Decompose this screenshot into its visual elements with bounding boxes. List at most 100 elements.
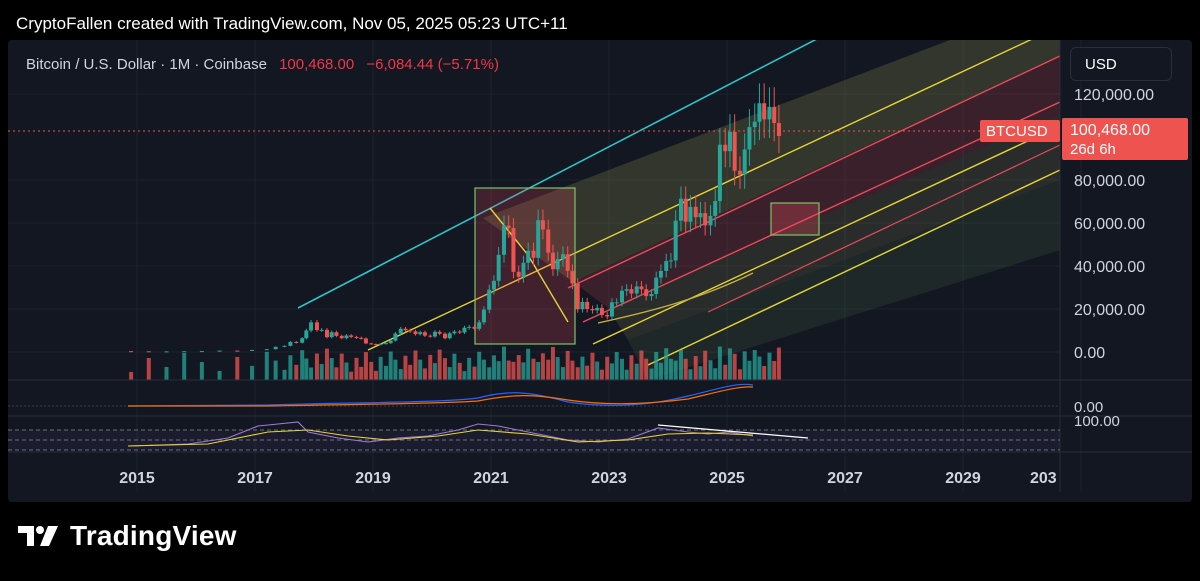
price-tag-countdown: 26d 6h <box>1070 141 1116 158</box>
candle <box>349 335 354 337</box>
x-axis[interactable]: 2015 2017 2019 2021 2023 2025 2027 2029 203 <box>119 470 1057 487</box>
candle <box>703 213 708 226</box>
candle <box>639 286 644 290</box>
price-tag-symbol-bg <box>980 120 1060 142</box>
candle <box>599 307 604 316</box>
volume-bar <box>752 350 757 380</box>
candle <box>526 250 531 263</box>
volume-bar <box>673 360 678 380</box>
volume-bar <box>334 367 339 380</box>
candle <box>570 270 575 284</box>
volume-layer <box>129 346 781 380</box>
candle <box>772 106 777 124</box>
candle <box>546 229 551 253</box>
y-tick-label: 20,000.00 <box>1074 302 1145 319</box>
volume-bar <box>491 355 496 380</box>
channel-fill-bottom <box>628 180 1060 380</box>
volume-bar <box>300 350 305 380</box>
legend-change: −6,084.44 (−5.71%) <box>366 56 499 73</box>
candle <box>452 331 457 334</box>
volume-bar <box>585 365 590 380</box>
candle <box>442 333 447 339</box>
volume-bar <box>550 346 555 380</box>
rsi-ma-line <box>127 429 754 447</box>
candle <box>757 103 762 122</box>
candles-layer <box>129 83 781 353</box>
candle <box>580 301 585 310</box>
volume-bar <box>678 349 683 380</box>
candle <box>314 322 319 331</box>
chart-panel[interactable]: 0.00 100.00 120,000.00 80,000.00 60,000.00… <box>8 40 1192 502</box>
volume-bar <box>452 353 457 380</box>
candle <box>472 326 477 329</box>
candle <box>487 289 492 310</box>
volume-bar <box>324 348 329 380</box>
candle <box>182 351 187 353</box>
chart-svg[interactable]: 0.00 100.00 120,000.00 80,000.00 60,000.00… <box>8 40 1192 502</box>
rsi-line <box>127 421 754 447</box>
candle <box>506 225 511 228</box>
volume-bar <box>447 367 452 380</box>
volume-bar <box>772 361 777 380</box>
volume-bar <box>649 368 654 380</box>
volume-bar <box>329 358 334 380</box>
candle <box>673 220 678 261</box>
candle <box>477 322 482 329</box>
volume-bar <box>776 347 781 380</box>
volume-bar <box>595 361 600 380</box>
rsi-divergence-line <box>657 424 809 439</box>
volume-bar <box>250 365 255 380</box>
candle <box>609 302 614 317</box>
tradingview-logo-icon <box>18 526 58 546</box>
grid <box>8 40 1082 492</box>
candle <box>678 198 683 221</box>
channel-red-line-3 <box>707 144 1060 313</box>
volume-bar <box>349 371 354 380</box>
candle <box>354 336 359 338</box>
tradingview-logo[interactable]: TradingView <box>18 520 237 552</box>
x-tick-label: 2019 <box>355 470 391 487</box>
candle <box>727 131 732 152</box>
volume-bar <box>590 352 595 380</box>
volume-bar <box>294 364 299 380</box>
currency-button[interactable]: USD <box>1070 47 1172 81</box>
volume-bar <box>354 357 359 380</box>
channel-top-cyan-line <box>297 40 817 309</box>
price-tag: BTCUSD 100,468.00 26d 6h <box>980 118 1188 160</box>
volume-bar <box>393 359 398 380</box>
volume-bar <box>742 351 747 380</box>
macd-signal-line <box>128 386 754 407</box>
candle <box>664 261 669 271</box>
volume-bar <box>363 352 368 380</box>
volume-bar <box>658 362 663 380</box>
y-axis[interactable]: 120,000.00 80,000.00 60,000.00 40,000.00 20,… <box>1074 87 1154 362</box>
candle <box>732 131 737 171</box>
x-tick-label: 203 <box>1030 470 1057 487</box>
candle <box>378 343 383 345</box>
candle <box>467 326 472 328</box>
volume-bar <box>235 356 240 380</box>
candle <box>288 341 293 346</box>
volume-bar <box>339 353 344 380</box>
volume-bar <box>496 361 501 380</box>
volume-bar <box>708 360 713 380</box>
symbol-description: Bitcoin / U.S. Dollar · 1M · Coinbase <box>26 56 267 73</box>
symbol-legend[interactable]: Bitcoin / U.S. Dollar · 1M · Coinbase 10… <box>26 56 499 73</box>
candle <box>491 280 496 290</box>
channel-yellow-line-3 <box>647 169 1060 366</box>
volume-bar <box>472 366 477 380</box>
candle <box>199 351 204 353</box>
candle <box>457 331 462 333</box>
candle <box>619 290 624 303</box>
volume-bar <box>639 350 644 380</box>
x-tick-label: 2015 <box>119 470 155 487</box>
x-tick-label: 2017 <box>237 470 273 487</box>
candle <box>688 206 693 222</box>
volume-bar <box>644 358 649 380</box>
channel-red-line-1 <box>567 55 1060 289</box>
candle <box>273 346 278 350</box>
candle <box>496 254 501 281</box>
volume-bar <box>403 355 408 380</box>
volume-bar <box>683 358 688 380</box>
volume-bar <box>477 351 482 380</box>
